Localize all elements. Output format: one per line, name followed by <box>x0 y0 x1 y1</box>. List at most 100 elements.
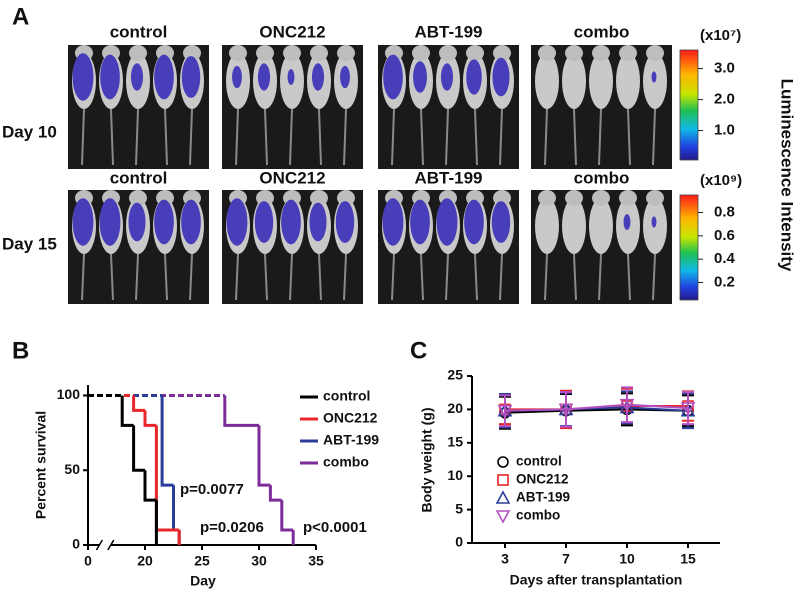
mouse-head <box>310 190 328 206</box>
mouse-head <box>619 190 637 206</box>
tail <box>318 253 322 301</box>
legend-label: control <box>516 454 562 469</box>
mouse-head <box>283 45 301 61</box>
axis-break <box>95 539 115 551</box>
signal <box>311 63 325 91</box>
x-tick-label: 3 <box>501 551 509 567</box>
x-tick-label: 0 <box>84 553 92 569</box>
group-label: control <box>110 168 168 187</box>
tail <box>544 108 548 166</box>
marker <box>497 404 513 419</box>
mouse-head <box>337 45 355 61</box>
y-tick-label: 100 <box>57 386 81 402</box>
signal <box>436 198 458 246</box>
mouse-head <box>592 45 610 61</box>
signal <box>651 216 657 228</box>
y-tick-label: 50 <box>64 461 80 477</box>
mouse-head <box>337 190 355 206</box>
tail <box>652 253 656 301</box>
mouse-head <box>183 45 201 61</box>
tail <box>544 253 548 301</box>
signal <box>287 69 295 85</box>
signal <box>257 63 271 91</box>
signal <box>154 199 174 245</box>
group-label: ONC212 <box>259 168 325 187</box>
colorbar <box>679 194 699 301</box>
colorbar-tick-label: 0.6 <box>714 227 735 244</box>
x-tick-label: 20 <box>137 553 153 569</box>
scale-label: (x10⁷) <box>700 27 741 44</box>
tail <box>420 108 424 166</box>
tail <box>164 253 168 301</box>
colorbar-tick-label: 0.4 <box>714 250 736 267</box>
signal <box>100 54 120 100</box>
y-axis-label: Percent survival <box>33 411 49 519</box>
tail <box>391 108 395 166</box>
error-bar <box>621 386 633 424</box>
signal <box>226 198 248 246</box>
mouse-head <box>229 45 247 61</box>
series-line <box>504 408 689 414</box>
marker <box>497 474 509 486</box>
group-label: combo <box>574 22 630 41</box>
tail <box>627 253 631 301</box>
signal <box>335 201 355 243</box>
mouse-body <box>589 198 613 254</box>
series-line <box>504 403 689 412</box>
tail <box>598 108 602 166</box>
x-axis-label: Day <box>190 573 216 589</box>
y-tick-label: 0 <box>455 534 463 550</box>
colorbar-tick-label: 3.0 <box>714 60 735 77</box>
mouse-body <box>616 53 640 109</box>
survival-step <box>132 425 145 472</box>
signal <box>440 63 454 91</box>
x-axis-label: Days after transplantation <box>510 572 683 588</box>
mouse-head <box>538 190 556 206</box>
survival-step <box>160 395 174 487</box>
tail <box>189 108 193 166</box>
tail <box>110 253 114 301</box>
marker <box>497 456 509 468</box>
group-label: combo <box>574 168 630 187</box>
mouse-image <box>68 190 209 304</box>
mouse-body <box>589 53 613 109</box>
legend-label: ABT-199 <box>516 490 570 505</box>
legend-label: ONC212 <box>323 410 378 426</box>
x-tick-label: 35 <box>308 553 324 569</box>
group-label: control <box>110 22 168 41</box>
error-bar <box>682 391 694 426</box>
signal <box>72 53 94 101</box>
x-tick-label: 7 <box>562 551 570 567</box>
marker <box>619 398 635 413</box>
mouse-head <box>646 45 664 61</box>
signal <box>492 57 510 97</box>
tail <box>318 108 322 166</box>
mouse-body <box>562 198 586 254</box>
mouse-image <box>378 190 519 304</box>
mouse-body <box>535 198 559 254</box>
group-label: ABT-199 <box>414 22 482 41</box>
mouse-head <box>256 190 274 206</box>
tail <box>420 253 424 301</box>
y-tick-label: 10 <box>447 467 463 483</box>
tail <box>598 253 602 301</box>
mouse-head <box>493 45 511 61</box>
survival-step <box>143 410 157 427</box>
legend-label: combo <box>516 508 560 523</box>
panel-letter: A <box>12 3 29 30</box>
signal <box>130 63 144 91</box>
mouse-image <box>531 45 672 169</box>
mouse-image <box>378 45 519 169</box>
mouse-image <box>222 190 363 304</box>
mouse-head <box>412 45 430 61</box>
y-axis-label: Body weight (g) <box>419 408 435 513</box>
panel-letter: B <box>12 337 29 364</box>
y-tick-label: 5 <box>455 500 463 516</box>
signal <box>383 54 403 100</box>
mouse-image <box>222 45 363 169</box>
p-value: p<0.0001 <box>303 519 367 536</box>
mouse-head <box>592 190 610 206</box>
colorbar-title: Luminescence Intensity <box>778 79 797 272</box>
x-tick-label: 30 <box>251 553 267 569</box>
signal <box>491 201 511 243</box>
